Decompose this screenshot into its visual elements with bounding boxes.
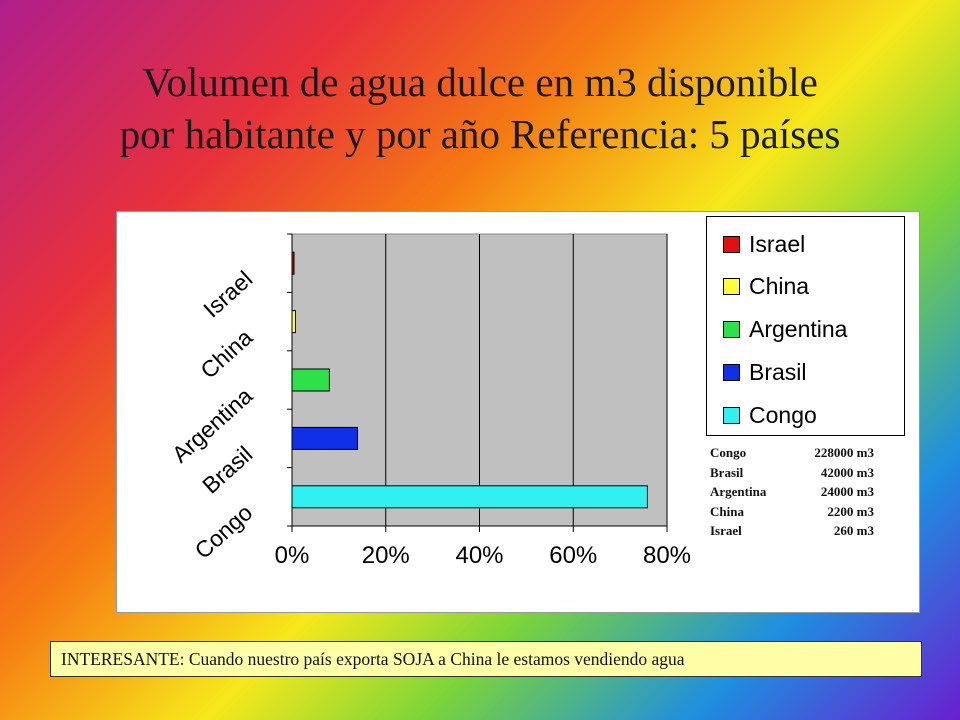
volume-country: China — [710, 503, 744, 519]
legend-label: Argentina — [749, 315, 848, 342]
bar-brasil — [291, 426, 358, 450]
volume-value: 2200 m3 — [827, 503, 874, 519]
chart-panel: 0% 20% 40% 60% 80% Israel China Argentina Brasil… — [116, 211, 920, 613]
bar-israel — [291, 251, 295, 275]
volume-row: Argentina 24000 m3 — [710, 482, 874, 502]
legend-item-israel: Israel — [723, 227, 805, 261]
volume-row: China 2200 m3 — [710, 502, 874, 522]
volume-country: Congo — [710, 445, 747, 460]
volume-value: 260 m3 — [833, 523, 874, 538]
x-tick-label: 20% — [362, 542, 410, 569]
x-tick-label: 0% — [275, 542, 310, 569]
legend-item-brasil: Brasil — [723, 355, 807, 389]
bar-chart: 0% 20% 40% 60% 80%IsraelChinaArgentinaBrasil… — [167, 233, 691, 569]
volume-country: Israel — [710, 523, 742, 538]
volume-country: Argentina — [710, 484, 767, 499]
x-tick-label: 40% — [455, 542, 503, 569]
legend-swatch — [723, 363, 740, 381]
title-line-2: por habitante y por año Referencia: 5 pa… — [119, 111, 841, 157]
bar-argentina — [291, 368, 330, 392]
slide-title: Volumen de agua dulce en m3 disponible p… — [0, 56, 960, 160]
legend-swatch — [723, 277, 740, 295]
volume-row: Brasil 42000 m3 — [710, 463, 874, 483]
volume-value: 42000 m3 — [820, 464, 874, 480]
legend-label: China — [749, 272, 810, 299]
legend-item-china: China — [723, 269, 809, 303]
chart-legend: Israel China Argentina Brasil Congo — [706, 216, 905, 436]
footnote-box: INTERESANTE: Cuando nuestro país exporta… — [50, 641, 922, 677]
volume-row: Israel 260 m3 — [710, 521, 874, 541]
y-tick-label: Israel — [198, 266, 257, 323]
legend-swatch — [723, 320, 740, 338]
volume-table: Congo 228000 m3 Brasil 42000 m3 Argentin… — [710, 443, 874, 541]
title-line-1: Volumen de agua dulce en m3 disponible — [142, 59, 818, 105]
y-tick-label: Congo — [190, 499, 258, 564]
bar-china — [291, 310, 296, 334]
y-tick-label: Brasil — [197, 441, 257, 499]
legend-swatch — [723, 406, 740, 424]
bar-congo — [291, 485, 648, 509]
legend-swatch — [723, 235, 740, 253]
x-tick-label: 60% — [549, 542, 597, 569]
volume-country: Brasil — [710, 464, 744, 480]
legend-item-argentina: Argentina — [723, 312, 847, 346]
y-tick-label: China — [195, 324, 257, 384]
volume-value: 228000 m3 — [814, 445, 874, 460]
legend-label: Israel — [749, 230, 806, 257]
legend-label: Congo — [749, 401, 817, 428]
legend-item-congo: Congo — [723, 398, 817, 432]
volume-value: 24000 m3 — [820, 484, 874, 499]
legend-label: Brasil — [749, 358, 807, 385]
volume-row: Congo 228000 m3 — [710, 443, 874, 463]
x-tick-label: 80% — [643, 542, 691, 569]
